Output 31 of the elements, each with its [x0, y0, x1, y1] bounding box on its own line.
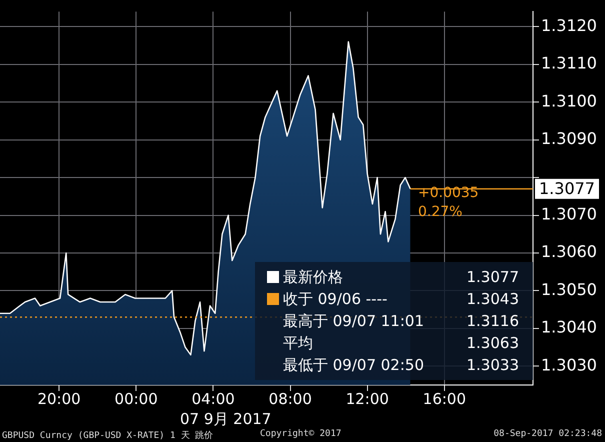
annotation: 1.3043 — [466, 290, 519, 308]
y-tick-label: 1.3100 — [541, 91, 597, 110]
annotation: 平均 — [283, 334, 313, 352]
y-tick-label: 1.3070 — [541, 204, 597, 224]
annotation: 1.3063 — [466, 334, 519, 352]
annotation: 1.3033 — [466, 356, 519, 374]
annotation: 0.27% — [418, 204, 462, 220]
y-tick-label: 1.3030 — [541, 355, 597, 374]
ref-line-label: 1.3077 — [539, 179, 595, 198]
annotation: 最高于 09/07 11:01 — [283, 312, 424, 330]
y-tick-label: 1.3120 — [541, 16, 597, 35]
text: 08-Sep-2017 02:23:48 — [494, 429, 602, 439]
legend-label: 收于 09/06 ---- — [283, 290, 388, 308]
y-tick-label: 1.3060 — [541, 242, 597, 262]
y-tick-label: 1.3090 — [541, 128, 597, 148]
y-tick-label: 1.3040 — [541, 318, 597, 337]
x-tick-label: 00:00 — [114, 390, 158, 408]
x-tick-label: 04:00 — [192, 390, 235, 408]
x-tick-label: 08:00 — [268, 390, 312, 408]
text: Copyright© 2017 — [260, 429, 342, 439]
y-tick-label: 1.3050 — [541, 280, 597, 299]
annotation: 1.3116 — [466, 312, 519, 330]
annotation: 最低于 09/07 02:50 — [283, 356, 424, 374]
x-tick-label: 16:00 — [422, 390, 466, 408]
x-tick-label: 12:00 — [346, 390, 389, 408]
x-axis-title: 07 9月 2017 — [180, 410, 272, 429]
text: GBPUSD Curncy (GBP-USD X-RATE) 1 天 跳价 — [2, 430, 214, 442]
y-tick-label: 1.3110 — [541, 54, 597, 73]
annotation: 1.3077 — [466, 268, 519, 286]
x-tick-label: 20:00 — [37, 390, 81, 408]
legend-label: 最新价格 — [283, 268, 343, 286]
